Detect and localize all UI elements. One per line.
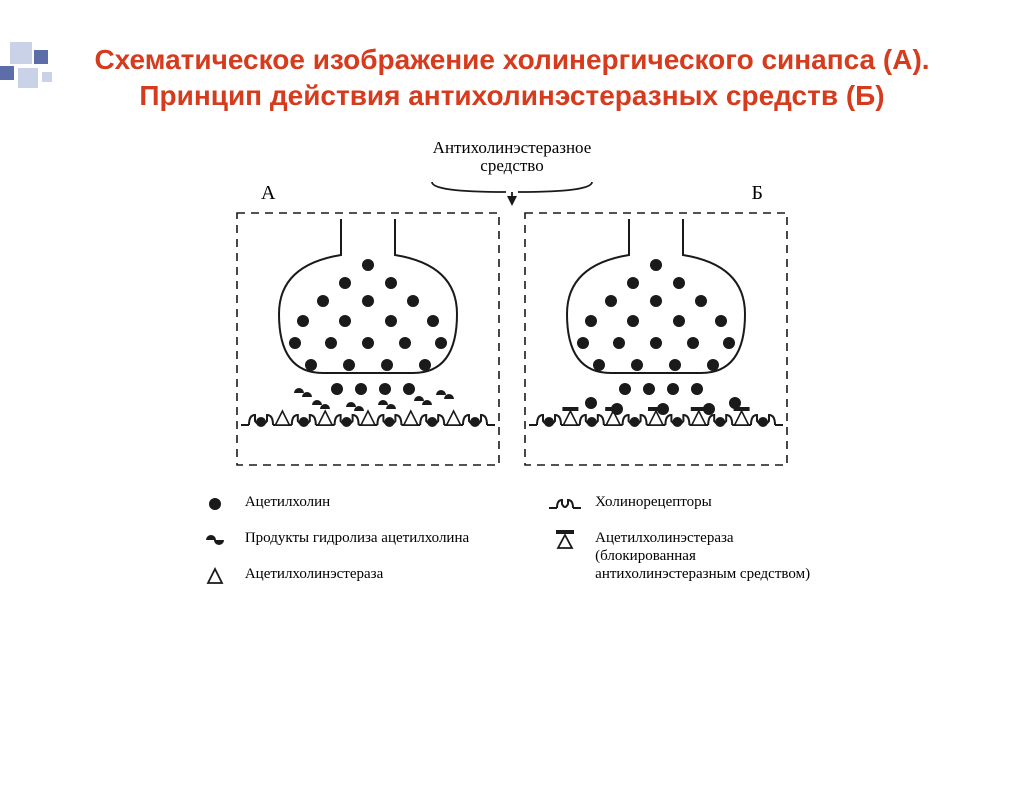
legend-item: Ацетилхолинэстераза [199, 565, 469, 587]
diagram-panels: А Б [0, 182, 1024, 469]
legend-item: Продукты гидролиза ацетилхолина [199, 529, 469, 551]
ache_blocked-icon [549, 529, 581, 551]
panel-b [521, 209, 791, 469]
legend-text: Продукты гидролиза ацетилхолина [245, 529, 469, 547]
ache-icon [199, 565, 231, 587]
legend-item: Ацетилхолин [199, 493, 469, 515]
legend-right-column: Холинорецепторы Ацетилхолинэстераза (бло… [549, 493, 825, 587]
hydro-icon [199, 529, 231, 551]
panel-b-label: Б [752, 182, 763, 205]
legend-left-column: Ацетилхолин Продукты гидролиза ацетилхол… [199, 493, 469, 587]
legend-item: Ацетилхолинэстераза (блокированная антих… [549, 529, 825, 583]
legend-text: Ацетилхолинэстераза (блокированная антих… [595, 529, 825, 583]
slide-title: Схематическое изображение холинергическо… [72, 42, 952, 115]
legend-item: Холинорецепторы [549, 493, 825, 515]
panel-a-label: А [261, 182, 275, 205]
legend-text: Ацетилхолинэстераза [245, 565, 383, 583]
ach-icon [199, 493, 231, 515]
legend: Ацетилхолин Продукты гидролиза ацетилхол… [0, 493, 1024, 587]
receptor-icon [549, 493, 581, 515]
panel-a [233, 209, 503, 469]
drug-label: Антихолинэстеразное средство [0, 139, 1024, 176]
corner-decoration [0, 42, 80, 102]
drug-label-line1: Антихолинэстеразное [433, 138, 592, 157]
legend-text: Ацетилхолин [245, 493, 330, 511]
drug-label-line2: средство [480, 156, 543, 175]
legend-text: Холинорецепторы [595, 493, 712, 511]
